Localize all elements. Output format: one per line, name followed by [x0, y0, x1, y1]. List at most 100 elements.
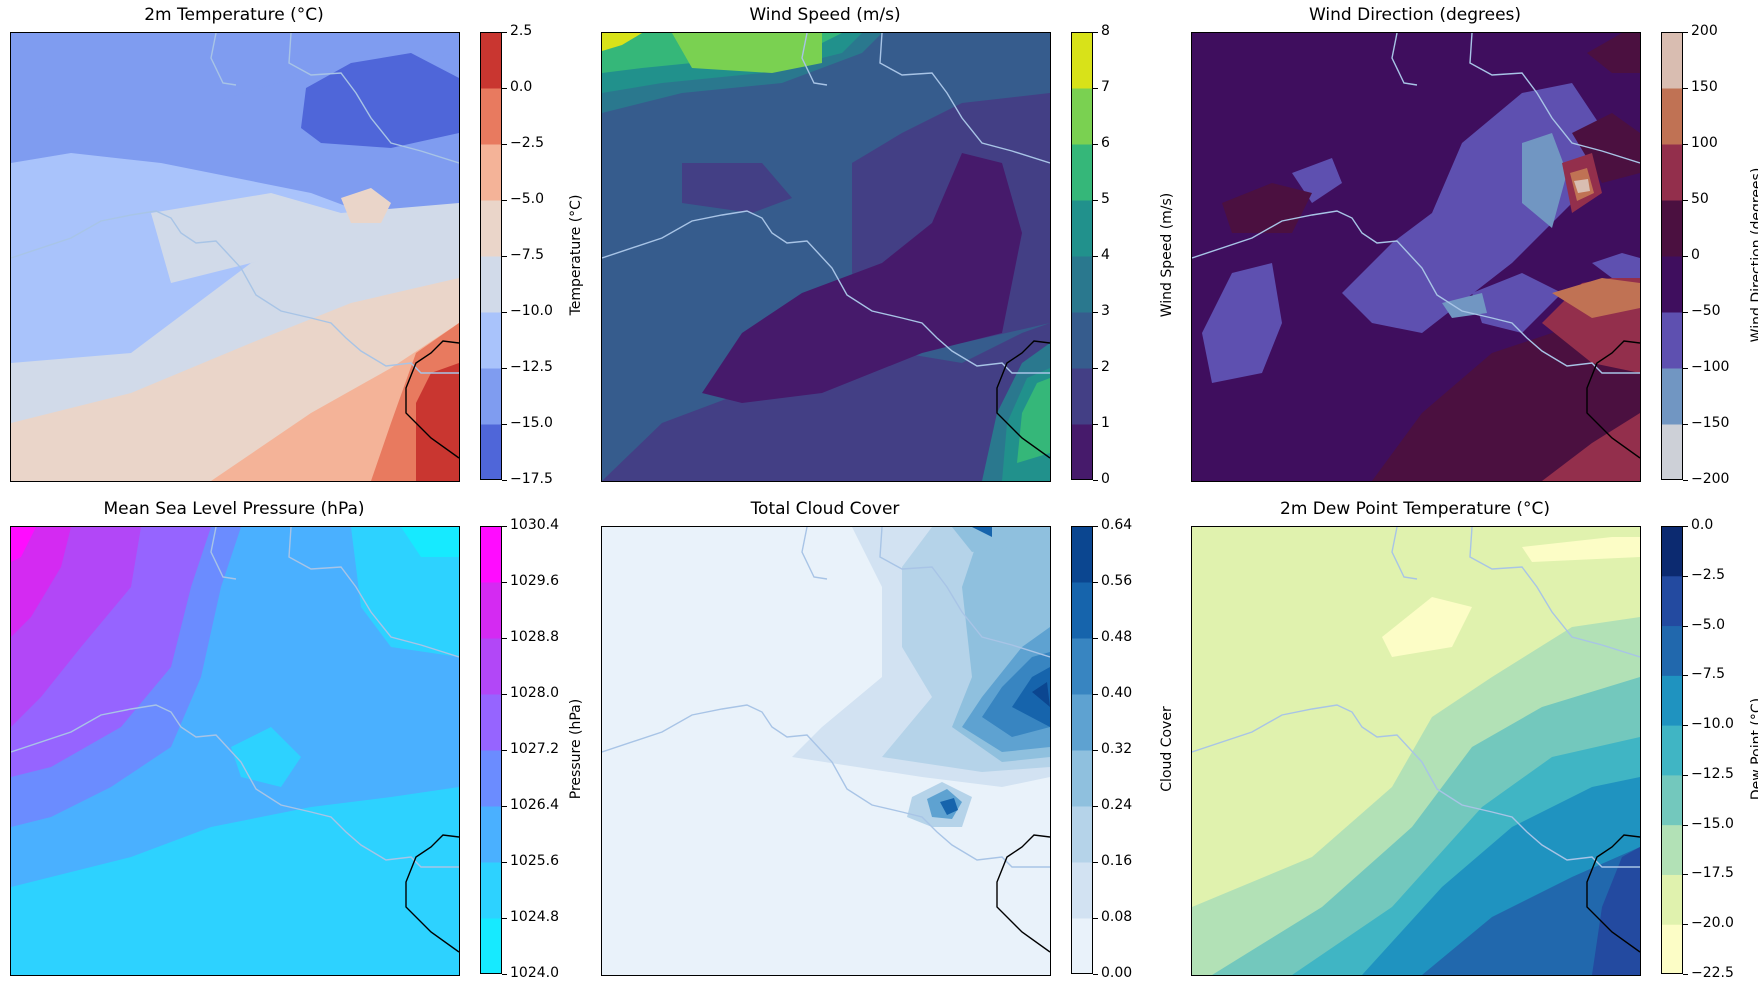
colorbar-tick-label: 2 [1101, 359, 1110, 375]
colorbar-segment [1071, 582, 1093, 639]
colorbar-tick-mark [1093, 750, 1098, 751]
contour-region [952, 527, 1012, 552]
colorbar-tick-mark [1683, 874, 1688, 876]
chart-title: 2m Temperature (°C) [144, 5, 324, 25]
colorbar-segment [1661, 526, 1683, 577]
contour-region [1032, 682, 1050, 707]
contour-region [1592, 253, 1640, 278]
colorbar-scale [1071, 526, 1093, 975]
colorbar-border [480, 32, 502, 480]
contour-map [1192, 33, 1640, 481]
colorbar-tick-label: −22.5 [1691, 965, 1734, 981]
colorbar-tick-mark [1093, 88, 1098, 89]
contour-region [231, 727, 301, 787]
colorbar-label: Wind Direction (degrees) [1749, 167, 1758, 343]
colorbar-segment [1071, 526, 1093, 583]
colorbar-tick-label: 1028.8 [510, 629, 559, 645]
colorbar-segment [1071, 806, 1093, 863]
colorbar-tick-mark [1093, 638, 1098, 639]
colorbar-tick-mark [1093, 526, 1098, 527]
colorbar-tick-label: 2.5 [510, 23, 533, 39]
colorbar-tick-label: −150 [1691, 415, 1730, 431]
colorbar-tick-mark [1093, 918, 1098, 919]
contour-map [602, 33, 1050, 481]
colorbar-label: Temperature (°C) [568, 194, 584, 316]
colorbar-segment [1071, 256, 1093, 313]
coastline [405, 340, 459, 459]
colorbar-segment [1661, 144, 1683, 201]
colorbar-tick-label: 50 [1691, 191, 1709, 207]
colorbar-tick-mark [502, 424, 507, 425]
colorbar-tick-label: 0 [1691, 247, 1700, 263]
colorbar-segment [1071, 694, 1093, 751]
colorbar-tick-label: 7 [1101, 79, 1110, 95]
contour-region [1012, 667, 1050, 727]
colorbar-segment [480, 424, 502, 481]
river-line [11, 704, 459, 868]
colorbar-border [480, 526, 502, 974]
colorbar-segment [480, 526, 502, 583]
colorbar-tick-mark [1683, 924, 1688, 926]
colorbar-tick-label: −15.0 [510, 415, 553, 431]
contour-region [1552, 278, 1640, 318]
contour-region [602, 33, 642, 51]
colorbar-segment [480, 368, 502, 425]
colorbar-tick-label: 0.24 [1101, 797, 1133, 813]
river-line [879, 527, 1050, 658]
colorbar-segment [1661, 725, 1683, 776]
colorbar-tick-mark [1683, 974, 1688, 975]
river-line [210, 33, 237, 86]
contour-region [972, 527, 992, 537]
colorbar-border [1071, 526, 1093, 974]
colorbar-border [1071, 32, 1093, 480]
colorbar-tick-label: 0.48 [1101, 629, 1133, 645]
contour-map [602, 527, 1050, 975]
colorbar-segment [480, 806, 502, 863]
contour-region [11, 527, 36, 562]
colorbar [1661, 526, 1683, 975]
colorbar-tick-label: 0.0 [510, 79, 533, 95]
colorbar-segment [1071, 312, 1093, 369]
colorbar-segment [1661, 774, 1683, 826]
colorbar-tick-label: −10.0 [510, 303, 553, 319]
colorbar-tick-mark [1683, 32, 1688, 33]
colorbar-segment [1661, 256, 1683, 313]
river-line [1192, 704, 1640, 868]
colorbar-tick-mark [502, 918, 507, 919]
colorbar-tick-mark [1093, 582, 1098, 583]
contour-region [1382, 597, 1472, 657]
colorbar-segment [1661, 625, 1683, 676]
colorbar-tick-mark [1683, 312, 1688, 313]
colorbar-tick-mark [502, 256, 507, 257]
colorbar-tick-mark [1683, 824, 1688, 826]
colorbar-tick-mark [1683, 368, 1688, 369]
river-line [210, 527, 237, 580]
colorbar-tick-mark [502, 88, 507, 89]
colorbar-segment [1661, 824, 1683, 875]
colorbar-tick-mark [1683, 200, 1688, 201]
river-line [288, 33, 459, 164]
contour-region [702, 153, 1022, 403]
contour-region [1522, 133, 1567, 228]
river-line [801, 33, 828, 86]
coastline [405, 834, 459, 953]
colorbar-tick-label: −10.0 [1691, 716, 1734, 733]
colorbar-tick-mark [1683, 625, 1688, 627]
colorbar-tick-label: 1026.4 [510, 797, 559, 813]
colorbar-tick-label: 200 [1691, 23, 1718, 39]
colorbar-tick-label: 1030.4 [510, 517, 559, 533]
colorbar-tick-mark [502, 694, 507, 695]
colorbar-tick-mark [502, 750, 507, 751]
colorbar-tick-mark [502, 368, 507, 369]
contour-region [341, 188, 391, 223]
colorbar-tick-mark [502, 200, 507, 201]
contour-region [351, 527, 459, 657]
coastline [996, 834, 1050, 953]
contour-region [1202, 263, 1282, 383]
colorbar-tick-mark [1093, 694, 1098, 695]
colorbar-scale [1661, 32, 1683, 481]
contour-region [11, 787, 459, 975]
colorbar-segment [1661, 88, 1683, 145]
contour-region [416, 363, 459, 481]
colorbar [480, 526, 502, 975]
